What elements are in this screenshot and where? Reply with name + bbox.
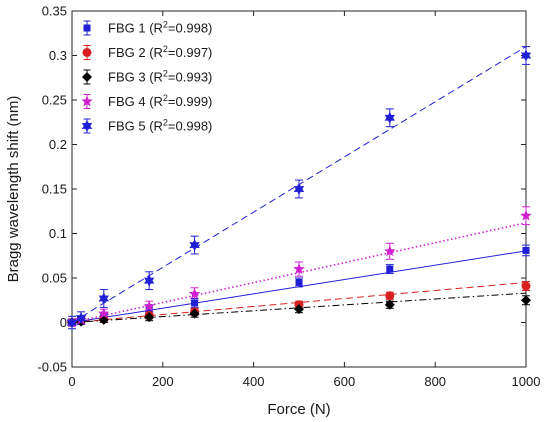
data-point-fbg3 <box>294 304 304 315</box>
data-point-fbg1 <box>295 278 303 286</box>
legend-r2-suffix: =0.999) <box>168 94 212 109</box>
legend-r2-suffix: =0.998) <box>168 119 212 134</box>
legend-marker-fbg2 <box>82 48 92 57</box>
data-point-fbg3 <box>144 312 155 323</box>
legend-marker-fbg3 <box>82 72 92 82</box>
data-point-fbg4 <box>188 288 201 299</box>
legend: FBG 1 (R2=0.998)FBG 2 (R2=0.997)FBG 3 (R… <box>81 20 212 134</box>
y-tick-label: 0.25 <box>42 93 67 108</box>
legend-r2-superscript: 2 <box>163 93 168 103</box>
legend-r2-prefix: (R <box>149 119 163 134</box>
x-tick-label: 200 <box>152 374 174 389</box>
legend-r2-suffix: =0.998) <box>168 21 212 36</box>
legend-label-fbg3: FBG 3 (R2=0.993) <box>108 69 212 85</box>
y-axis-label: Bragg wavelength shift (nm) <box>5 96 22 283</box>
data-point-fbg5 <box>66 316 78 329</box>
data-point-fbg3 <box>384 299 395 310</box>
y-tick-label: 0.05 <box>42 271 67 286</box>
legend-series-name: FBG 2 <box>108 45 149 60</box>
legend-r2-superscript: 2 <box>163 118 168 128</box>
legend-series-name: FBG 4 <box>108 94 149 109</box>
legend-item-fbg2: FBG 2 (R2=0.997) <box>82 44 212 60</box>
data-point-fbg1 <box>522 246 530 254</box>
axis-ticks: 0 200 400 600 800 1000-0.0500.050.10.150.20.2… <box>37 4 540 390</box>
legend-r2-superscript: 2 <box>163 44 168 54</box>
legend-r2-prefix: (R <box>149 94 163 109</box>
x-tick-label: 400 <box>243 374 265 389</box>
data-point-fbg5 <box>384 111 395 124</box>
x-axis-label: Force (N) <box>267 401 330 418</box>
data-point-fbg2 <box>385 291 395 301</box>
legend-series-name: FBG 5 <box>108 119 149 134</box>
data-point-fbg4 <box>143 300 155 312</box>
legend-r2-superscript: 2 <box>163 20 168 30</box>
y-tick-label: -0.05 <box>37 360 67 375</box>
data-point-fbg3 <box>521 295 531 306</box>
legend-label-fbg5: FBG 5 (R2=0.998) <box>108 118 212 134</box>
legend-marker-fbg5 <box>81 120 93 132</box>
legend-marker-fbg4 <box>81 95 93 107</box>
y-tick-label: 0.35 <box>42 4 67 19</box>
data-point-fbg5 <box>189 239 200 252</box>
legend-marker-fbg1 <box>83 24 91 32</box>
data-point-fbg5 <box>143 274 155 287</box>
x-tick-label: 600 <box>334 374 356 389</box>
legend-label-fbg4: FBG 4 (R2=0.999) <box>108 93 212 109</box>
data-point-fbg1 <box>386 265 394 273</box>
data-point-fbg1 <box>191 299 199 307</box>
data-point-fbg5 <box>520 49 532 62</box>
data-point-fbg5 <box>293 183 305 195</box>
legend-series-name: FBG 1 <box>108 21 149 36</box>
legend-item-fbg3: FBG 3 (R2=0.993) <box>82 69 212 85</box>
y-tick-label: 0.2 <box>49 137 67 152</box>
data-point-fbg4 <box>293 263 305 274</box>
x-tick-label: 0 <box>68 374 75 389</box>
legend-r2-suffix: =0.993) <box>168 70 212 85</box>
x-tick-label: 800 <box>424 374 446 389</box>
legend-item-fbg1: FBG 1 (R2=0.998) <box>83 20 212 36</box>
data-point-fbg2 <box>521 281 531 291</box>
data-point-fbg5 <box>98 292 109 305</box>
data-point-fbg3 <box>189 308 200 319</box>
legend-item-fbg5: FBG 5 (R2=0.998) <box>81 118 212 134</box>
legend-item-fbg4: FBG 4 (R2=0.999) <box>81 93 212 109</box>
legend-r2-prefix: (R <box>149 45 163 60</box>
fit-line-fbg2 <box>71 281 527 323</box>
x-tick-label: 1000 <box>512 374 541 389</box>
y-tick-label: 0.1 <box>49 226 67 241</box>
legend-series-name: FBG 3 <box>108 70 149 85</box>
legend-label-fbg1: FBG 1 (R2=0.998) <box>108 20 212 36</box>
legend-r2-prefix: (R <box>149 21 163 36</box>
legend-label-fbg2: FBG 2 (R2=0.997) <box>108 44 212 60</box>
data-point-fbg1 <box>145 305 153 313</box>
y-tick-label: 0.15 <box>42 182 67 197</box>
data-point-fbg4 <box>520 209 532 221</box>
legend-r2-suffix: =0.997) <box>168 45 212 60</box>
y-tick-label: 0.3 <box>49 48 67 63</box>
data-point-fbg4 <box>384 245 396 257</box>
data-point-fbg4 <box>98 307 110 319</box>
data-markers <box>66 49 532 329</box>
legend-r2-prefix: (R <box>149 70 163 85</box>
legend-r2-superscript: 2 <box>163 69 168 79</box>
y-tick-label: 0 <box>60 315 67 330</box>
data-point-fbg5 <box>75 312 87 325</box>
